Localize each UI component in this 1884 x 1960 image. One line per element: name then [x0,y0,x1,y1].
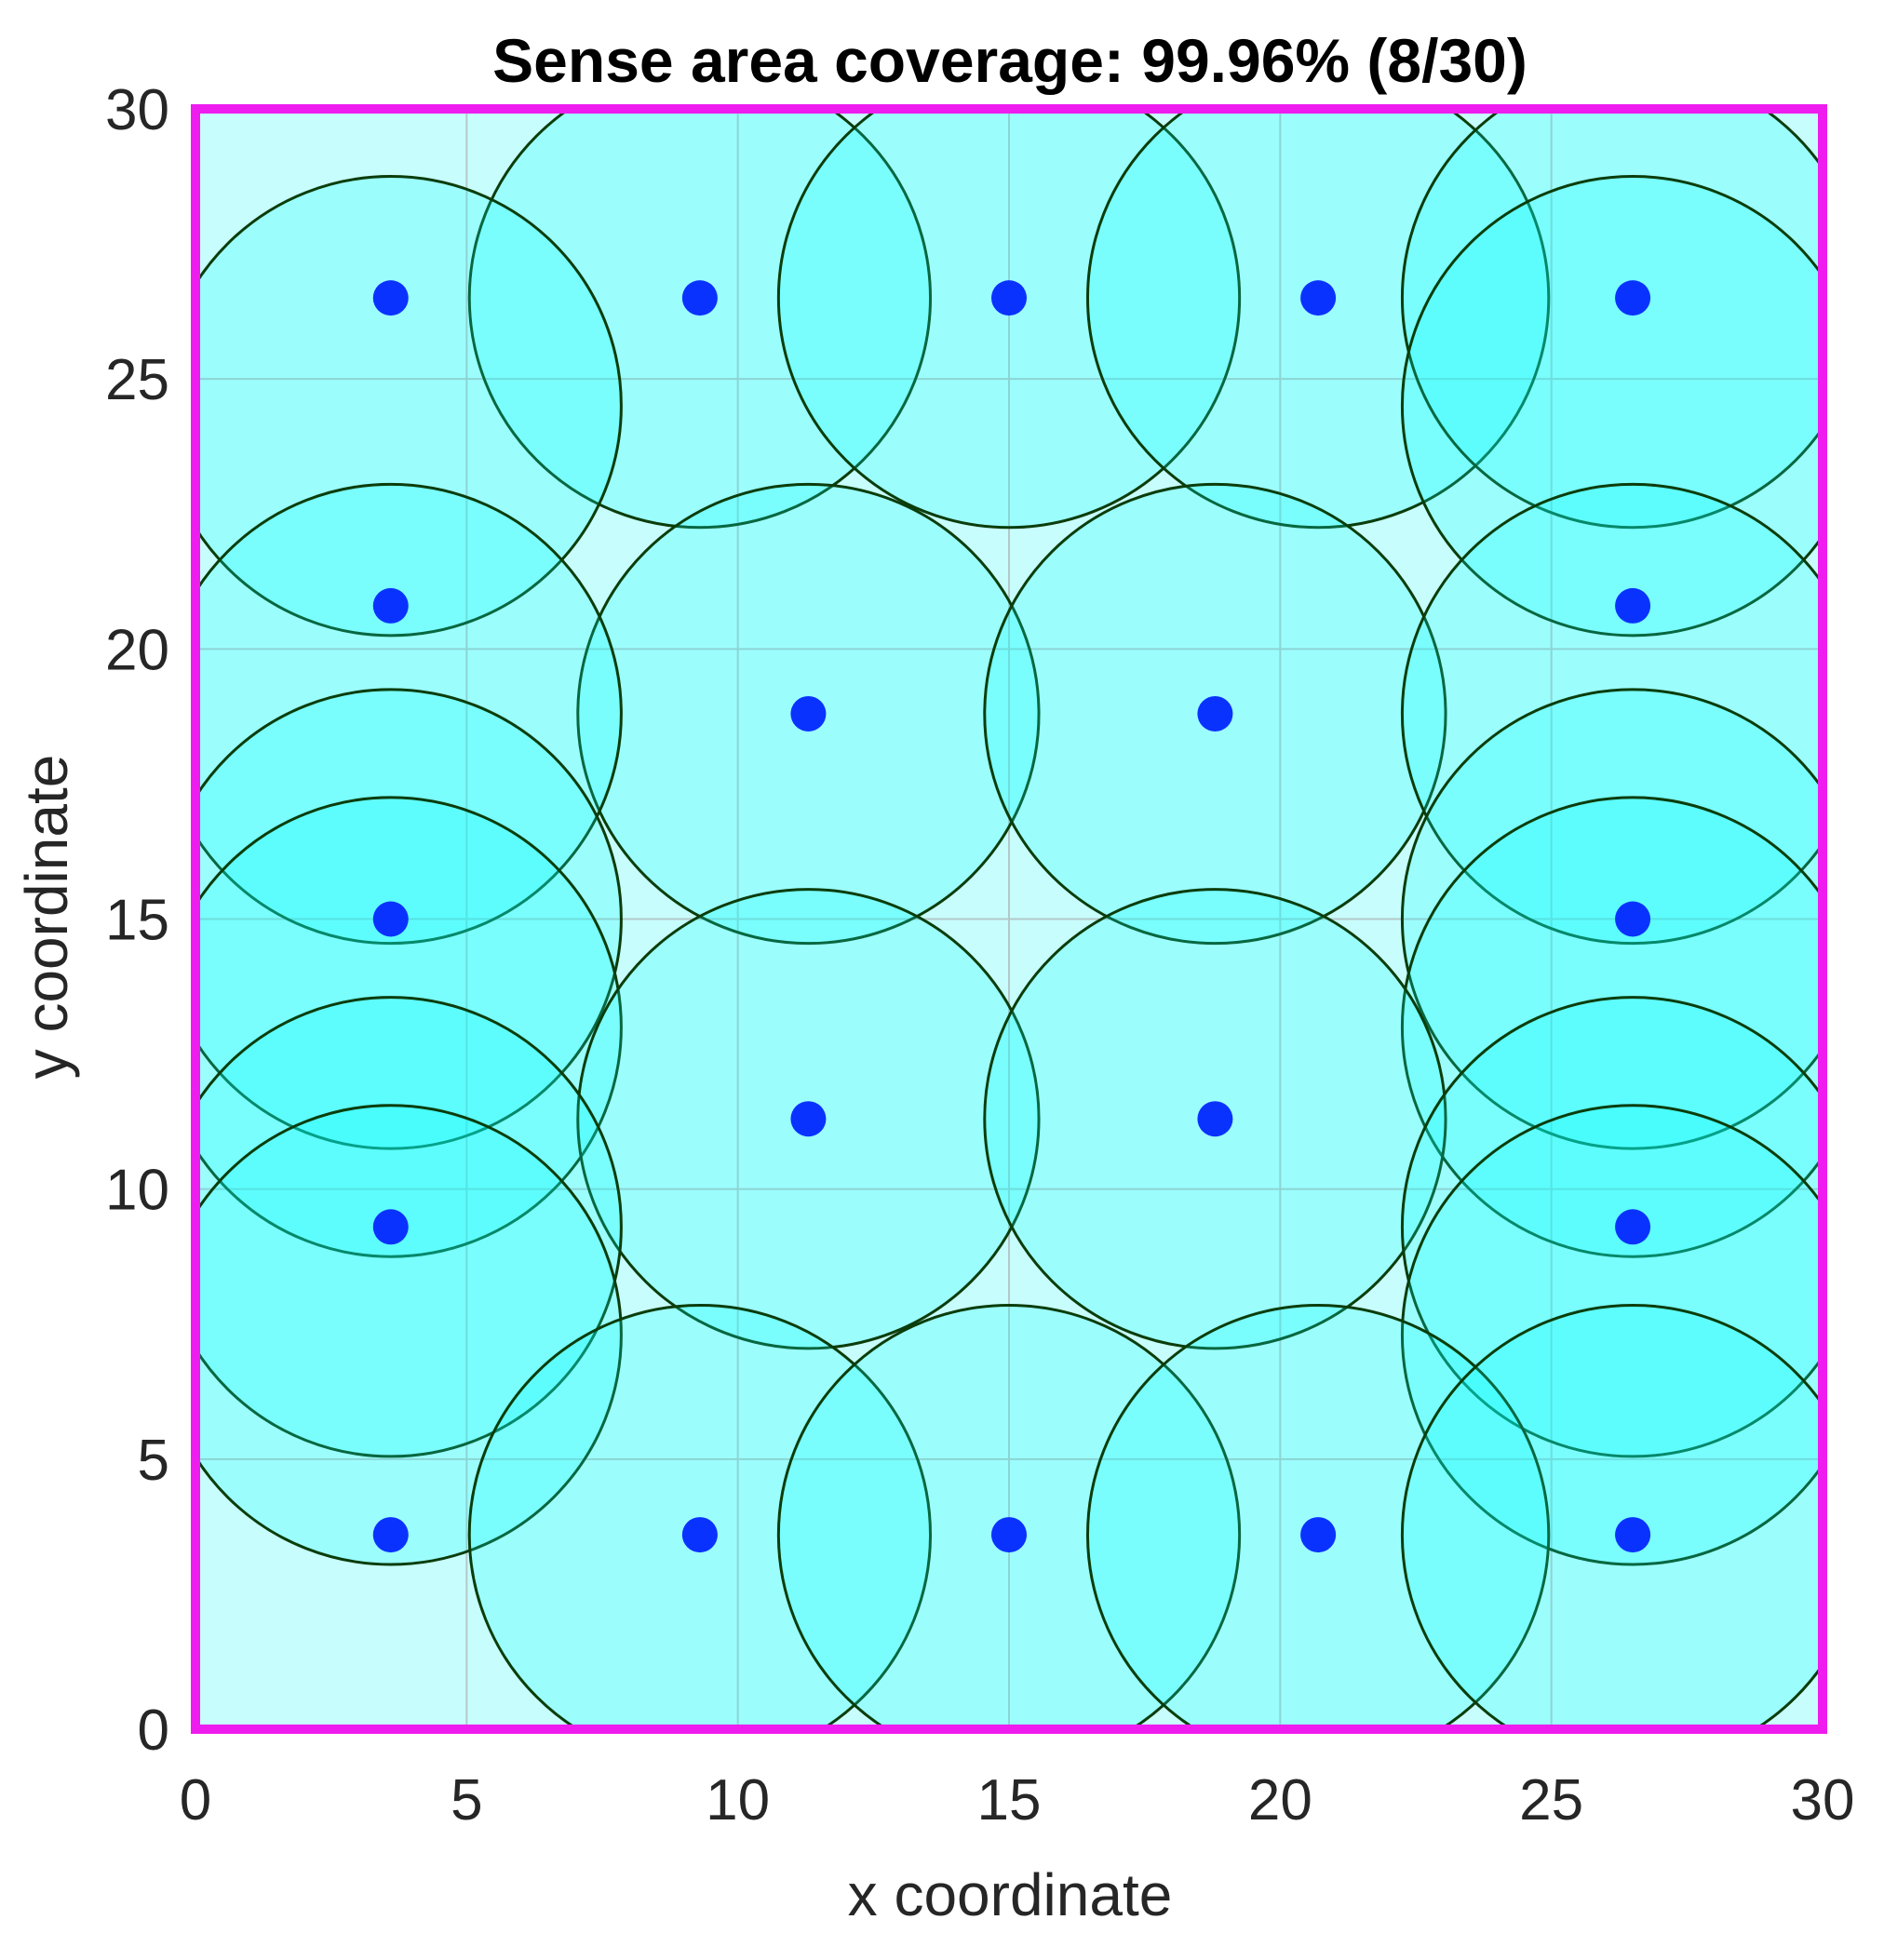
x-tick-label: 0 [180,1768,211,1832]
sensor-node [372,901,409,937]
x-tick-label: 30 [1791,1768,1855,1832]
sensor-node [681,1517,718,1553]
y-tick-label: 15 [105,889,169,953]
sensor-node [790,695,827,732]
x-tick-label: 20 [1248,1768,1312,1832]
sensor-node [1197,695,1233,732]
x-tick-label: 15 [977,1768,1042,1832]
chart-title: Sense area coverage: 99.96% (8/30) [492,26,1527,95]
sensor-node [1300,1517,1337,1553]
x-axis-label: x coordinate [848,1861,1173,1928]
sensor-node [372,280,409,316]
sensor-node [1615,1209,1651,1245]
coverage-circle [195,482,623,946]
sensor-node [1300,280,1337,316]
sensor-node [1197,1101,1233,1137]
sensor-node [372,587,409,624]
coverage-circle [195,1104,623,1566]
y-tick-label: 20 [105,618,169,682]
y-tick-label: 30 [105,78,169,142]
sensor-node [1615,280,1651,316]
y-tick-label: 10 [105,1159,169,1223]
grid-lines [195,109,1823,1729]
sensor-node [790,1101,827,1137]
sensing-area-border [191,104,1827,1734]
y-axis-label: y coordinate [13,755,80,1080]
sensor-node [1615,901,1651,937]
y-tick-label: 5 [138,1429,169,1493]
x-tick-label: 5 [451,1768,482,1832]
y-tick-label: 25 [105,348,169,412]
x-axis-ticks: 0 5 10 15 20 25 30 [180,1768,1855,1832]
x-tick-label: 25 [1519,1768,1583,1832]
sensor-node [681,280,718,316]
sensor-node [1615,587,1651,624]
x-tick-label: 10 [706,1768,770,1832]
y-axis-ticks: 0 5 10 15 20 25 30 [105,78,169,1763]
coverage-circle [1401,1304,1823,1729]
coverage-circle [1401,482,1823,946]
sensor-node [991,280,1027,316]
y-tick-label: 0 [138,1698,169,1763]
sensor-nodes [372,280,1651,1553]
sensor-node [372,1209,409,1245]
sensor-node [991,1517,1027,1553]
coverage-circle [1086,109,1551,530]
sensor-node [372,1517,409,1553]
sensor-node [1615,1517,1651,1553]
coverage-circle [1401,1104,1823,1566]
